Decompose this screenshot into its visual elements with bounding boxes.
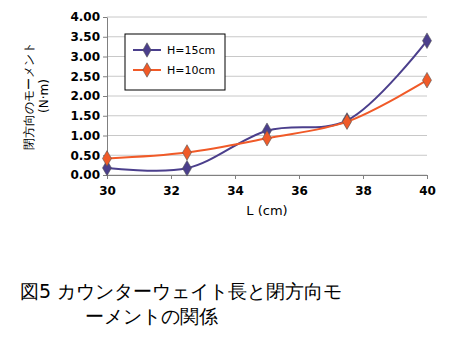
y-tick: 3.50 xyxy=(70,30,107,44)
x-axis: 30 32 34 36 38 40 xyxy=(99,175,436,198)
x-tick-label: 30 xyxy=(99,184,116,198)
x-axis-line xyxy=(108,175,428,176)
marks xyxy=(103,33,432,176)
grid-line xyxy=(107,17,427,18)
series-marker xyxy=(343,114,352,130)
x-tick-mark xyxy=(427,175,428,179)
x-tick: 40 xyxy=(419,175,436,198)
y-tick-label: 0.50 xyxy=(70,149,100,163)
y-tick-label: 0.00 xyxy=(70,168,100,182)
plot: 0.00 0.50 1.00 1.50 2.00 2.50 3.00 3.50 4.00 30 32… xyxy=(70,10,435,198)
y-axis-title-part: 閉方向のモーメント xyxy=(22,42,36,150)
y-tick-label: 3.50 xyxy=(70,30,100,44)
x-tick-label: 40 xyxy=(419,184,436,198)
y-tick: 0.00 xyxy=(70,168,107,182)
y-tick-label: 3.00 xyxy=(70,50,100,64)
y-axis: 0.00 0.50 1.00 1.50 2.00 2.50 3.00 3.50 4.00 xyxy=(70,10,107,182)
x-tick: 32 xyxy=(163,175,180,198)
chart: 0.00 0.50 1.00 1.50 2.00 2.50 3.00 3.50 4.00 30 32… xyxy=(0,0,455,352)
y-tick: 1.00 xyxy=(70,129,107,143)
legend-box xyxy=(125,34,225,90)
x-tick-mark xyxy=(235,175,236,179)
y-tick: 2.00 xyxy=(70,89,107,103)
y-tick-mark xyxy=(103,136,107,137)
title: 図5 カウンターウェイト長と閉方向モーメントの関係 xyxy=(20,280,342,327)
series-marker xyxy=(423,72,432,88)
x-tick: 30 xyxy=(99,175,116,198)
x-axis-title: L (cm) xyxy=(246,203,287,218)
legend: H=15cm H=10cm xyxy=(125,34,225,90)
y-tick-mark xyxy=(103,37,107,38)
legend-entry: H=10cm xyxy=(133,63,215,77)
series-marker xyxy=(183,160,192,176)
y-tick: 2.50 xyxy=(70,70,107,84)
x-tick-mark xyxy=(363,175,364,179)
x-tick: 34 xyxy=(227,175,244,198)
legend-marker xyxy=(143,63,151,77)
legend-marker xyxy=(143,43,151,57)
legend-label: H=10cm xyxy=(167,64,215,77)
y-tick-label: 1.00 xyxy=(70,129,100,143)
y-tick: 0.50 xyxy=(70,149,107,163)
y-tick: 4.00 xyxy=(70,10,107,24)
series-marker xyxy=(183,145,192,161)
y-tick-mark xyxy=(103,17,107,18)
y-tick-label: 2.00 xyxy=(70,89,100,103)
x-tick-label: 32 xyxy=(163,184,180,198)
grid-line xyxy=(107,115,427,116)
x-tick-mark xyxy=(171,175,172,179)
series-line xyxy=(107,80,427,158)
x-tick: 36 xyxy=(291,175,308,198)
x-tick-mark xyxy=(299,175,300,179)
y-axis-title-part: (N·m) xyxy=(37,79,51,113)
legend-entry: H=15cm xyxy=(133,43,215,57)
title-line: 図5 カウンターウェイト長と閉方向モ xyxy=(20,280,342,302)
series-marker xyxy=(423,33,432,49)
y-tick-mark xyxy=(103,57,107,58)
y-tick-mark xyxy=(103,96,107,97)
y-tick-mark xyxy=(103,76,107,77)
grid xyxy=(107,17,427,175)
x-tick-label: 36 xyxy=(291,184,308,198)
series xyxy=(103,33,432,176)
y-axis-title: 閉方向のモーメント(N·m) xyxy=(22,42,51,150)
series-marker xyxy=(263,130,272,146)
y-tick-mark xyxy=(103,116,107,117)
y-tick-label: 4.00 xyxy=(70,10,100,24)
x-tick-label: 34 xyxy=(227,184,244,198)
legend-label: H=15cm xyxy=(167,44,215,57)
y-tick-label: 1.50 xyxy=(70,109,100,123)
title-line: ーメントの関係 xyxy=(85,305,218,327)
y-tick-label: 2.50 xyxy=(70,70,100,84)
y-tick: 3.00 xyxy=(70,50,107,64)
x-tick: 38 xyxy=(355,175,372,198)
series-marker xyxy=(103,151,112,167)
x-tick-label: 38 xyxy=(355,184,372,198)
grid-line xyxy=(107,175,427,176)
y-tick: 1.50 xyxy=(70,109,107,123)
